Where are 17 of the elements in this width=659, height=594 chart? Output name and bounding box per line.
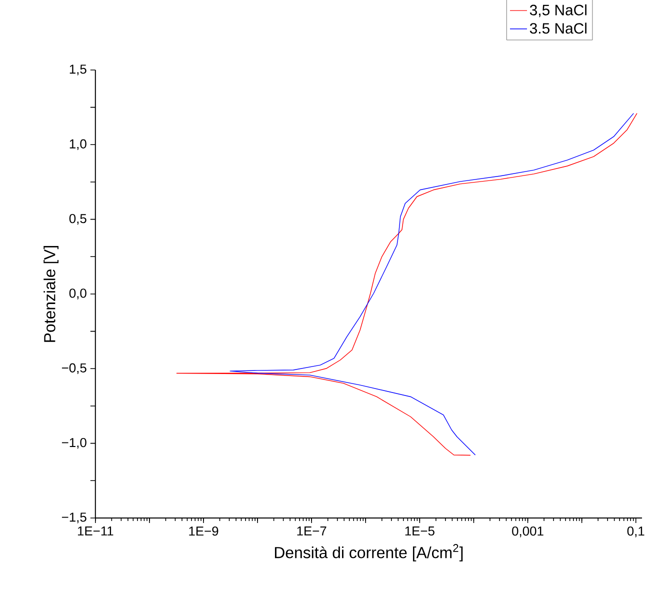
x-tick-label: 1E−9 [189,526,218,536]
y-tick-label: −1,5 [62,512,86,524]
y-tick-label: 0,0 [69,288,86,300]
y-tick-label: −0,5 [62,363,86,374]
legend-label: 3,5 NaCl [530,4,586,18]
x-tick-label: 1E−11 [78,526,114,536]
x-tick-label: 0,1 [627,526,644,538]
y-tick-label: 1,5 [70,64,86,76]
y-tick-label: 0,5 [69,214,86,225]
x-tick-label: 1E−7 [297,526,326,536]
y-tick-label: −1,0 [62,438,86,449]
legend-label: 3.5 NaCl [530,22,586,34]
x-axis-title: Densità di corrente [A/cm$^{2}$] [274,544,463,562]
x-tick-label: 1E−5 [405,526,434,536]
x-tick-label: 0,001 [512,526,544,538]
y-tick-label: 1,0 [70,139,86,150]
y-axis-title: Potenziale [V] [44,246,58,342]
